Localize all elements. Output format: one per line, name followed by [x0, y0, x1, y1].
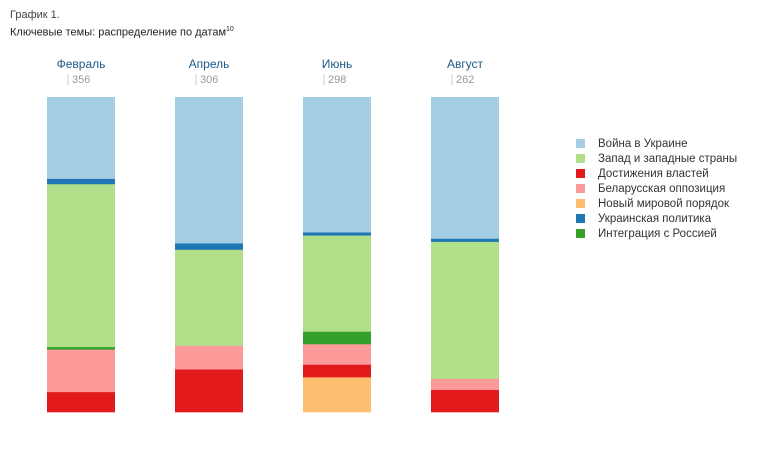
- bar-segment: [47, 347, 115, 350]
- bar-segment: [431, 238, 499, 243]
- bar-segment: [303, 235, 371, 332]
- total-label: 356: [72, 74, 90, 86]
- bar-segment: [47, 178, 115, 185]
- footnote-marker: 10: [226, 26, 234, 33]
- bar-segment: [303, 364, 371, 378]
- legend-swatch: [576, 184, 585, 193]
- legend-label: Достижения властей: [598, 167, 709, 180]
- legend-swatch: [576, 229, 585, 238]
- legend-swatch: [576, 139, 585, 148]
- category-label: Июнь: [322, 57, 353, 71]
- bar-segment: [431, 241, 499, 380]
- chart-title: Ключевые темы: распределение по датам10: [10, 22, 234, 41]
- chart-title-text: Ключевые темы: распределение по датам: [10, 26, 227, 39]
- bar-segment: [431, 378, 499, 391]
- total-label: 306: [200, 74, 218, 86]
- legend-label: Запад и западные страны: [598, 152, 738, 165]
- legend-label: Война в Украине: [598, 137, 688, 150]
- bar-segment: [431, 389, 499, 413]
- chart-caption: График 1. Ключевые темы: распределение п…: [10, 8, 234, 41]
- total-label: 262: [456, 74, 474, 86]
- legend-label: Интеграция с Россией: [598, 227, 717, 240]
- legend-item: Запад и западные страны: [576, 151, 737, 166]
- legend: Война в Украине Запад и западные страны …: [576, 136, 737, 241]
- legend-swatch: [576, 214, 585, 223]
- figure-label: График 1.: [10, 9, 60, 21]
- bar-segment: [47, 392, 115, 413]
- bar-segment: [303, 331, 371, 345]
- legend-item: Война в Украине: [576, 136, 737, 151]
- legend-swatch: [576, 154, 585, 163]
- legend-swatch: [576, 199, 585, 208]
- bar-segment: [175, 97, 243, 244]
- bar-segment: [175, 243, 243, 251]
- bar-segment: [175, 249, 243, 347]
- bar-segment: [47, 349, 115, 393]
- bar-segment: [431, 97, 499, 240]
- legend-item: Достижения властей: [576, 166, 737, 181]
- total-label: 298: [328, 74, 346, 86]
- bar-segment: [303, 344, 371, 366]
- legend-item: Интеграция с Россией: [576, 226, 737, 241]
- legend-item: Беларусская оппозиция: [576, 181, 737, 196]
- legend-swatch: [576, 169, 585, 178]
- legend-item: Новый мировой порядок: [576, 196, 737, 211]
- bar-segment: [175, 345, 243, 370]
- bar-segment: [303, 97, 371, 233]
- bar-segment: [175, 369, 243, 413]
- bar-segment: [47, 97, 115, 180]
- legend-label: Украинская политика: [598, 212, 712, 225]
- category-label: Февраль: [57, 57, 106, 71]
- bar-segment: [303, 232, 371, 236]
- category-label: Август: [447, 57, 484, 71]
- bar-segment: [303, 377, 371, 413]
- legend-item: Украинская политика: [576, 211, 737, 226]
- category-label: Апрель: [189, 57, 230, 71]
- bar-segment: [47, 184, 115, 348]
- legend-label: Новый мировой порядок: [598, 197, 730, 210]
- legend-label: Беларусская оппозиция: [598, 182, 726, 195]
